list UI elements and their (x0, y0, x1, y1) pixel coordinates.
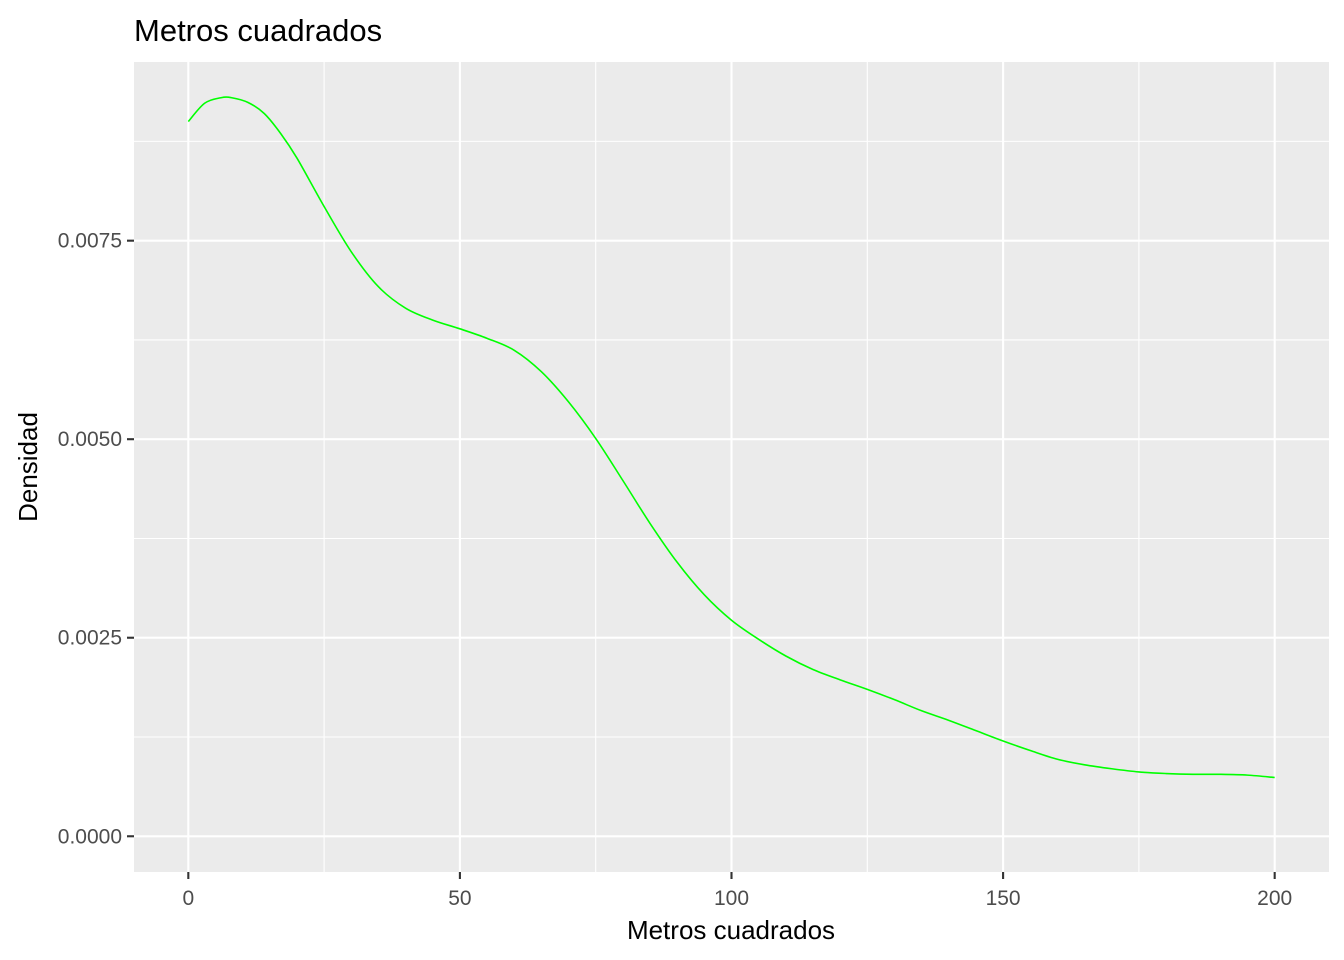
y-axis-title: Densidad (13, 412, 43, 522)
y-axis: 0.0000 0.0025 0.0050 0.0075 (58, 230, 134, 848)
x-tick-label: 50 (448, 887, 471, 910)
x-tick-label: 0 (182, 887, 194, 910)
x-tick-label: 150 (986, 887, 1021, 910)
y-tick-label: 0.0050 (58, 428, 122, 451)
density-line (187, 96, 1275, 779)
x-axis-title: Metros cuadrados (627, 915, 835, 945)
y-tick-label: 0.0075 (58, 230, 122, 253)
chart-title: Metros cuadrados (134, 13, 382, 48)
y-tick-label: 0.0000 (58, 825, 122, 848)
x-tick-label: 200 (1257, 887, 1292, 910)
y-tick-label: 0.0025 (58, 627, 122, 650)
major-gridlines (134, 62, 1329, 872)
x-tick-label: 100 (714, 887, 749, 910)
x-axis: 0 50 100 150 200 (182, 872, 1292, 910)
